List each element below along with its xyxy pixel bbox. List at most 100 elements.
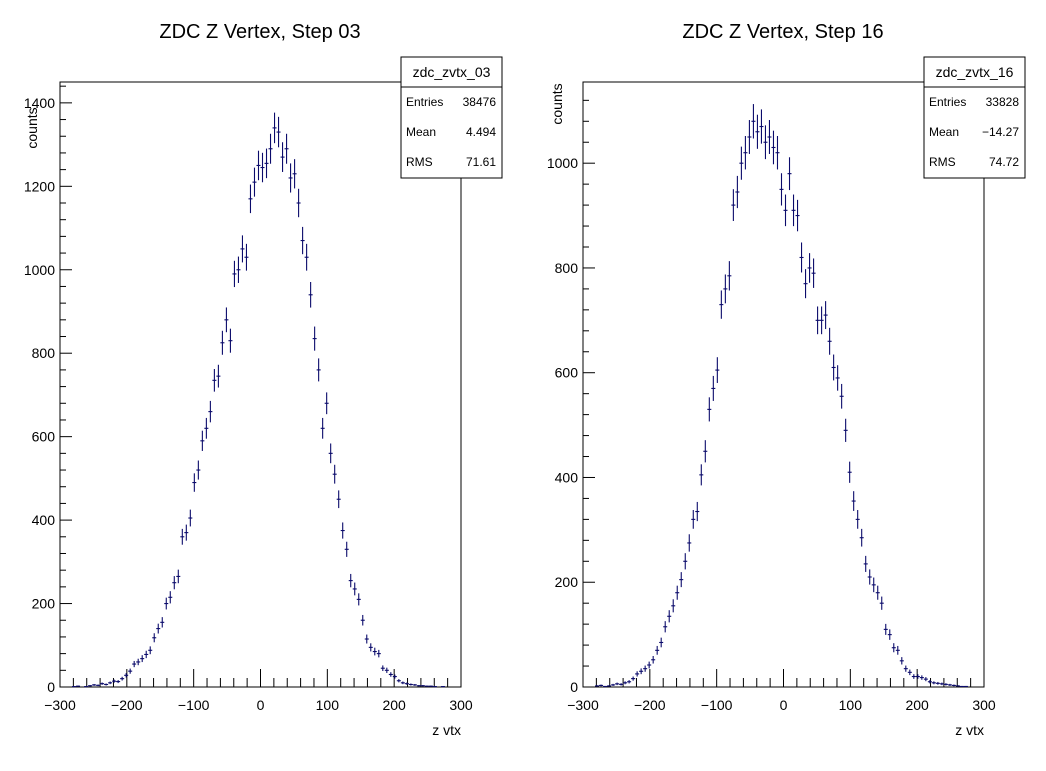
data-point	[420, 685, 425, 687]
data-point	[284, 133, 289, 164]
data-point	[276, 116, 281, 148]
y-tick-label: 800	[32, 345, 56, 361]
data-point	[396, 679, 401, 683]
data-point	[300, 226, 305, 255]
data-point	[847, 461, 852, 483]
data-point	[807, 253, 812, 283]
data-point	[867, 569, 872, 585]
data-point	[871, 577, 876, 593]
data-point	[196, 460, 201, 480]
data-point	[340, 522, 345, 539]
x-tick-label: −200	[634, 697, 666, 713]
data-point	[172, 576, 177, 590]
data-point	[100, 682, 105, 685]
data-point	[216, 364, 221, 388]
data-point	[192, 473, 197, 492]
x-axis-label: z vtx	[432, 722, 461, 738]
data-point	[72, 686, 77, 688]
chart-title: ZDC Z Vertex, Step 16	[682, 21, 883, 43]
data-point	[899, 657, 904, 665]
x-tick-label: −100	[701, 697, 733, 713]
data-point	[759, 109, 764, 144]
x-tick-label: 300	[449, 697, 473, 713]
data-point	[368, 643, 373, 652]
chart-title: ZDC Z Vertex, Step 03	[159, 21, 360, 43]
x-tick-label: −300	[567, 697, 599, 713]
data-point	[264, 148, 269, 179]
data-point	[595, 685, 600, 687]
data-point	[108, 681, 113, 685]
data-point	[428, 685, 433, 687]
data-point	[635, 671, 640, 677]
stats-box: zdc_zvtx_16 Entries 33828 Mean −14.27 RM…	[923, 56, 1026, 179]
panel-step-03: ZDC Z Vertex, Step 03 counts z vtx −300−…	[24, 21, 503, 738]
data-point	[328, 443, 333, 464]
stats-mean-label: Mean	[406, 125, 436, 139]
data-point	[939, 682, 944, 686]
data-point	[348, 573, 353, 588]
data-point	[755, 114, 760, 149]
data-point	[943, 683, 948, 686]
y-axis-label: counts	[549, 83, 565, 124]
x-tick-label: 0	[780, 697, 788, 713]
data-point	[723, 274, 728, 304]
y-tick-label: 800	[555, 260, 579, 276]
data-point	[835, 365, 840, 391]
data-point	[208, 400, 213, 423]
data-point	[76, 685, 81, 687]
data-point	[947, 683, 952, 686]
data-point	[360, 614, 365, 626]
y-axis-label: counts	[24, 107, 40, 148]
data-point	[220, 330, 225, 355]
data-point	[719, 290, 724, 319]
stats-mean-value: −14.27	[982, 125, 1019, 139]
data-point	[795, 199, 800, 232]
data-point	[388, 672, 393, 677]
data-point	[176, 569, 181, 584]
data-point	[140, 655, 145, 663]
data-point	[639, 668, 644, 675]
data-point	[771, 130, 776, 165]
x-tick-label: 200	[382, 697, 406, 713]
data-point	[783, 194, 788, 227]
axis-ticks: −300 −200 −100 0 100 200 300 0 200 400 600 800 1000	[547, 99, 996, 713]
data-point	[963, 685, 968, 688]
data-point	[132, 660, 137, 668]
data-point	[224, 307, 229, 333]
data-point	[895, 645, 900, 655]
data-point	[400, 681, 405, 685]
data-point	[280, 142, 285, 172]
data-point	[623, 681, 628, 685]
data-point	[687, 534, 692, 552]
data-point	[611, 683, 616, 686]
data-point	[683, 553, 688, 570]
data-point	[875, 585, 880, 600]
data-point	[168, 591, 173, 604]
y-tick-label: 600	[32, 429, 56, 445]
x-tick-label: 0	[257, 697, 265, 713]
data-point	[787, 157, 792, 191]
data-point	[404, 682, 409, 685]
data-point	[671, 599, 676, 613]
data-point	[699, 464, 704, 486]
x-tick-label: −200	[111, 697, 143, 713]
data-point	[891, 643, 896, 653]
data-point	[356, 593, 361, 606]
data-point	[372, 647, 377, 656]
data-point	[96, 684, 101, 687]
data-point	[320, 417, 325, 439]
data-point	[324, 392, 329, 415]
y-tick-label: 200	[555, 574, 579, 590]
y-tick-label: 400	[32, 512, 56, 528]
data-point	[907, 669, 912, 676]
data-point	[292, 159, 297, 189]
data-point	[180, 528, 185, 545]
data-point	[659, 637, 664, 648]
x-tick-label: −100	[178, 697, 210, 713]
data-point	[432, 686, 437, 688]
data-point	[843, 418, 848, 442]
y-tick-label: 1200	[24, 178, 55, 194]
data-point	[923, 677, 928, 682]
data-point	[164, 597, 169, 610]
